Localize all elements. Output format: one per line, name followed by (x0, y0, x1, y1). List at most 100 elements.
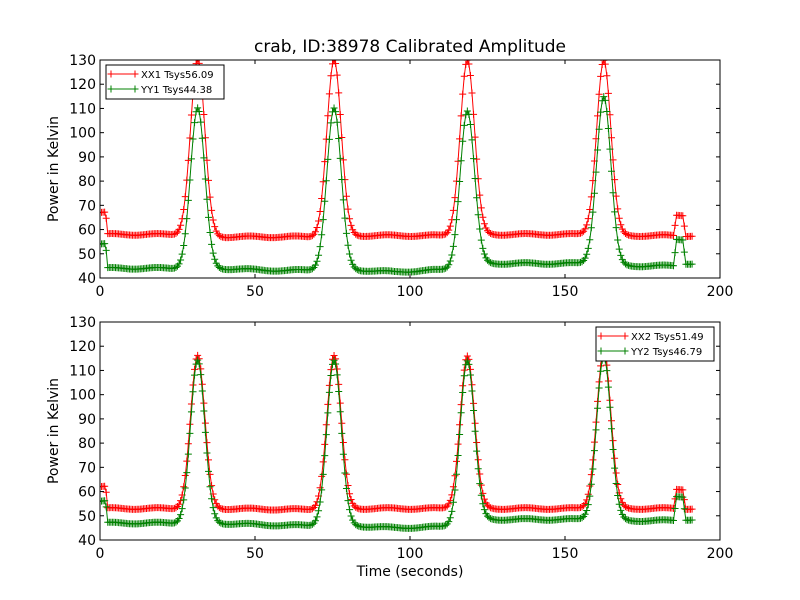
data-point (611, 454, 619, 462)
data-point (338, 419, 346, 427)
data-point (352, 503, 360, 511)
data-point (330, 356, 338, 364)
data-point (590, 447, 598, 455)
data-point (477, 491, 485, 499)
data-point (451, 194, 459, 202)
data-point (313, 257, 321, 265)
legend-marker (597, 332, 605, 340)
data-point (197, 371, 205, 379)
data-point (208, 495, 216, 503)
y-tick-label: 80 (78, 174, 96, 190)
data-point (319, 458, 327, 466)
data-point (581, 510, 589, 518)
data-point (466, 121, 474, 129)
data-point (324, 409, 332, 417)
data-point (583, 250, 591, 258)
data-point (180, 496, 188, 504)
data-point (611, 464, 619, 472)
legend-marker (107, 70, 115, 78)
data-point (101, 497, 109, 505)
data-point (353, 504, 361, 512)
data-point (311, 261, 319, 269)
data-point (587, 480, 595, 488)
data-point (623, 504, 631, 512)
data-point (177, 256, 185, 264)
data-point (206, 483, 214, 491)
data-point (189, 135, 197, 143)
data-point (315, 217, 323, 225)
data-point (479, 489, 487, 497)
data-point (595, 384, 603, 392)
data-point (197, 118, 205, 126)
data-point (339, 156, 347, 164)
data-point (614, 491, 622, 499)
data-point (205, 213, 212, 221)
x-tick-label: 150 (552, 546, 579, 562)
data-point (200, 111, 208, 119)
data-point (186, 176, 194, 184)
data-point (338, 429, 346, 437)
data-point (217, 264, 225, 272)
data-point (623, 516, 631, 524)
data-point (581, 254, 589, 262)
data-point (324, 155, 332, 163)
data-point (316, 498, 324, 506)
y-tick-label: 90 (78, 150, 96, 166)
data-point (183, 457, 191, 465)
data-point (333, 371, 341, 379)
data-point (339, 450, 347, 458)
data-point (324, 112, 332, 120)
x-tick-label: 0 (96, 284, 105, 300)
data-point (102, 214, 110, 222)
data-point (442, 503, 450, 511)
data-point (473, 194, 481, 202)
data-point (332, 60, 340, 68)
data-point (485, 503, 493, 511)
data-point (621, 260, 629, 268)
data-point (172, 518, 180, 526)
data-point (344, 205, 352, 213)
data-point (477, 204, 485, 212)
data-point (209, 249, 217, 257)
data-point (474, 456, 482, 464)
data-point (457, 409, 465, 417)
data-point (449, 242, 457, 250)
data-point (612, 224, 620, 232)
data-point (177, 511, 185, 519)
data-point (460, 372, 468, 380)
data-point (333, 118, 341, 126)
data-point (617, 251, 625, 259)
legend-entry: XX2 Tsys51.49 (631, 332, 704, 343)
data-point (315, 507, 323, 515)
subplot-2: 0 50 100 150 200 40 50 60 70 80 90 100 110 120 130 Powe… (46, 315, 733, 580)
data-point (453, 470, 460, 478)
data-point (195, 107, 203, 115)
data-point (670, 516, 677, 524)
data-point (612, 479, 620, 487)
data-point (344, 497, 352, 505)
data-point (335, 89, 343, 97)
data-point (463, 357, 471, 365)
data-point (460, 72, 468, 80)
data-point (594, 146, 602, 154)
data-point (480, 220, 488, 228)
data-point (451, 472, 459, 480)
data-point (477, 481, 485, 489)
data-point (339, 439, 347, 447)
data-point (102, 503, 110, 511)
y-tick-label: 90 (78, 412, 96, 428)
data-point (583, 221, 591, 229)
x-tick-label: 50 (246, 546, 264, 562)
data-point (339, 196, 347, 204)
data-point (597, 108, 605, 116)
data-point (451, 231, 459, 239)
series-2 (100, 93, 696, 276)
y-tick-label: 60 (78, 485, 96, 501)
data-point (316, 243, 324, 251)
legend-marker (131, 70, 139, 78)
data-point (322, 421, 330, 429)
data-point (311, 228, 319, 236)
data-point (442, 521, 450, 529)
data-point (215, 504, 223, 512)
data-point (342, 192, 350, 200)
